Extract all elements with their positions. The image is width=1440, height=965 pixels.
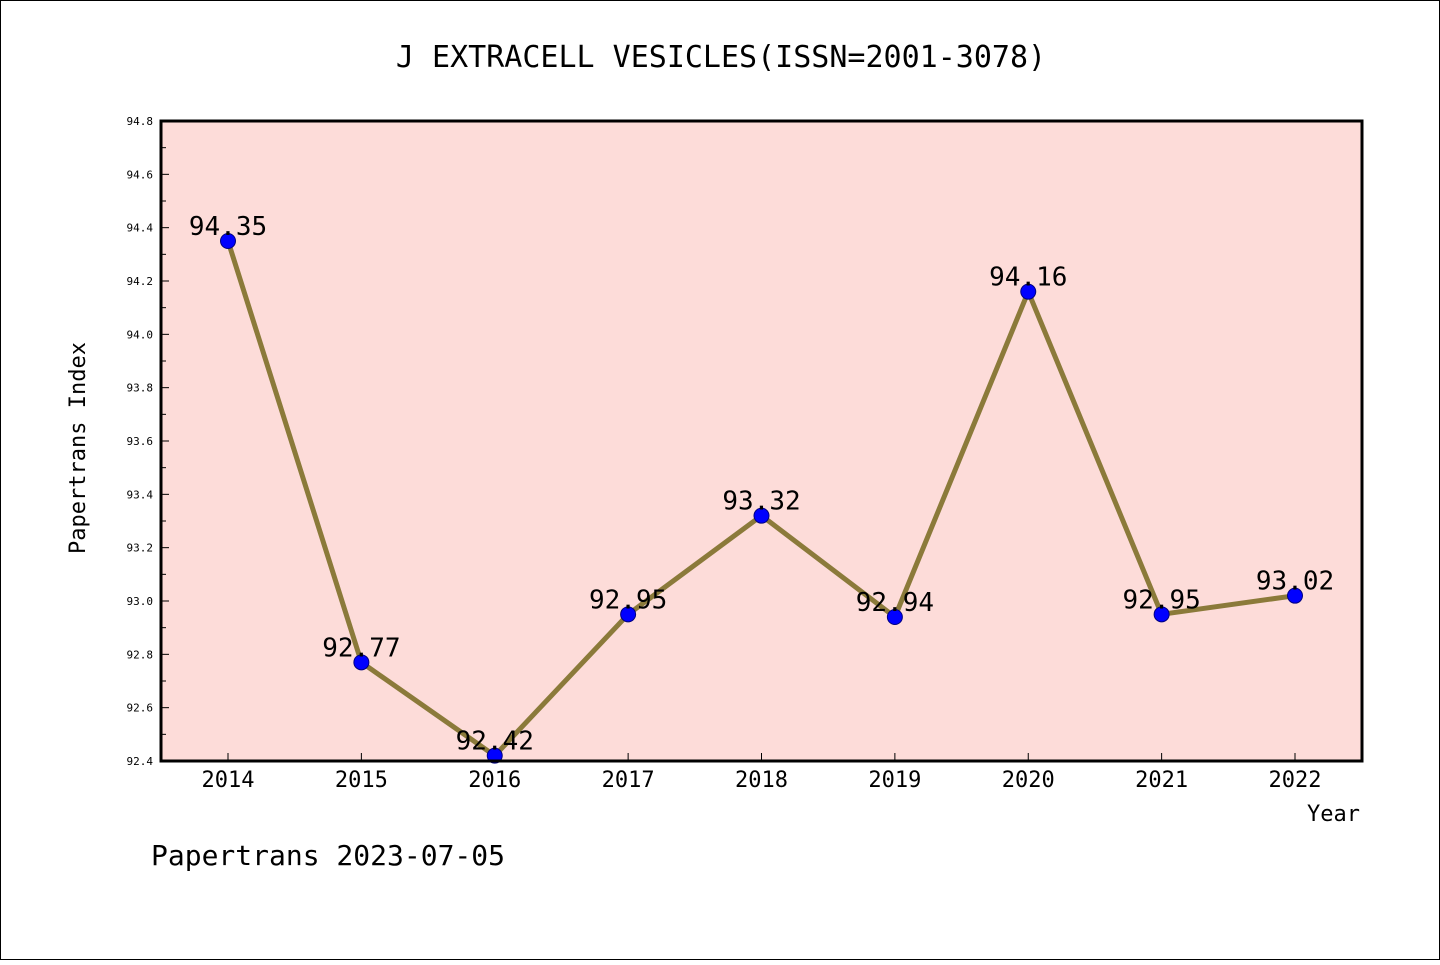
y-tick-label: 92.4 [127,755,154,768]
data-labels: 94.35 92.77 92.42 92.95 93.32 92.94 94.16 92.95… [189,212,1334,757]
x-tick-label: 2016 [468,768,521,793]
series-papertrans-index [220,233,1303,764]
data-point-2014 [220,233,236,249]
y-tick-label: 93.2 [127,542,154,555]
data-point-2021 [1153,606,1170,623]
data-point-2019 [886,609,903,625]
x-tick-label: 2022 [1269,768,1322,793]
data-label-2021: 92.95 [1122,585,1200,615]
data-point-2015 [353,654,370,671]
plot-border [159,119,1364,763]
x-tick-label: 2014 [202,768,255,793]
x-tick-label: 2021 [1135,768,1188,793]
y-tick-label: 94.8 [127,115,154,128]
y-tick-label: 92.6 [127,702,154,715]
plot-area [161,121,1362,761]
y-tick-label: 94.0 [127,328,154,341]
data-label-2018: 93.32 [722,487,800,517]
data-label-2014: 94.35 [189,212,267,242]
data-label-2016: 92.42 [456,727,534,757]
data-label-2022: 93.02 [1256,567,1334,597]
x-tick-label: 2018 [735,768,788,793]
x-axis-label: Year [1307,802,1360,827]
data-point-2017 [620,606,637,623]
y-tick-label: 94.6 [127,168,154,181]
data-point-2018 [753,507,770,524]
y-tick-label: 94.4 [127,222,154,235]
y-tick-label: 94.2 [127,275,154,288]
data-label-2019: 92.94 [856,588,934,618]
y-tick-label: 93.6 [127,435,154,448]
data-point-2022 [1287,587,1303,604]
data-label-2017: 92.95 [589,585,667,615]
x-axis-ticks: 2014 2015 2016 2017 2018 2019 2020 2021 2022 [202,753,1322,793]
footer-text: Papertrans 2023-07-05 [151,839,505,872]
chart-title: J EXTRACELL VESICLES(ISSN=2001-3078) [396,40,1046,75]
data-label-2015: 92.77 [322,633,400,663]
x-tick-label: 2017 [602,768,655,793]
x-tick-label: 2019 [868,768,921,793]
y-axis-label: Papertrans Index [66,342,91,554]
y-tick-label: 93.0 [127,595,154,608]
y-tick-label: 93.8 [127,382,154,395]
y-tick-label: 92.8 [127,648,154,661]
x-tick-label: 2015 [335,768,388,793]
data-point-2016 [486,747,503,764]
data-point-2020 [1020,283,1037,300]
data-label-2020: 94.16 [989,263,1067,293]
y-tick-label: 93.4 [127,488,154,501]
y-axis-ticks: 92.4 92.6 92.8 93.0 93.2 93.4 93.6 93.8 94.0 94.2… [127,115,169,768]
x-tick-label: 2020 [1002,768,1055,793]
